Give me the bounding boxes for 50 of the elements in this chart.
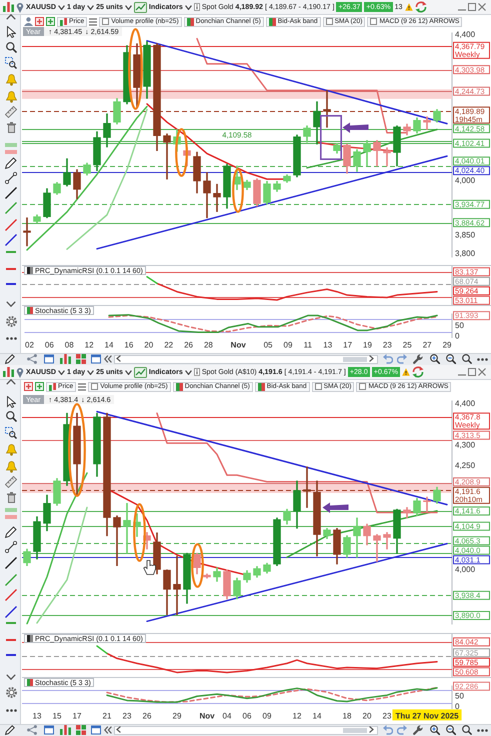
x-tick-label: 26: [184, 340, 194, 350]
x-tick-label: 18: [342, 711, 352, 720]
y-tick-label: 3,850: [455, 230, 476, 240]
x-tick-label: 08: [64, 340, 74, 350]
x-tick-label: 09: [262, 711, 272, 720]
x-tick-label: 29: [172, 711, 182, 720]
x-tick-label: Nov: [230, 340, 246, 350]
x-tick-label: Thu 27 Nov 2025: [395, 711, 460, 720]
x-tick-label: 25: [402, 340, 412, 350]
y-tick-label: 3,800: [455, 248, 476, 258]
x-tick-label: 05: [264, 340, 274, 350]
x-tick-label: 06: [44, 340, 54, 350]
x-tick-label: 12: [84, 340, 94, 350]
y-tick-label: 4,300: [455, 440, 476, 450]
x-tick-label: 13: [323, 340, 333, 350]
x-tick-label: 06: [242, 711, 252, 720]
y-tick-label: 4,000: [455, 176, 476, 185]
y-tick-label: 0: [455, 332, 460, 341]
x-tick-label: 20: [362, 711, 372, 720]
x-tick-label: 14: [104, 340, 114, 350]
x-tick-label: 19: [363, 340, 372, 350]
x-tick-label: 12: [292, 711, 302, 720]
x-tick-label: 15: [52, 711, 62, 720]
x-tick-label: 21: [102, 711, 112, 720]
x-tick-label: 17: [343, 340, 353, 350]
y-tick-label: 4,400: [455, 398, 476, 408]
x-tick-label: 16: [124, 340, 134, 350]
x-tick-label: 13: [32, 711, 42, 720]
x-tick-label: 23: [382, 711, 392, 720]
y-tick-label: 50: [455, 320, 464, 330]
x-tick-label: 20: [144, 340, 154, 350]
x-tick-label: 02: [24, 340, 34, 350]
x-tick-label: 09: [284, 340, 293, 350]
x-tick-label: 28: [204, 340, 214, 350]
x-tick-label: 11: [304, 340, 313, 350]
x-tick-label: 04: [222, 711, 232, 720]
x-tick-label: 17: [72, 711, 82, 720]
x-tick-label: 14: [312, 711, 322, 720]
x-tick-label: 27: [422, 340, 432, 350]
y-tick-label: 50: [455, 691, 464, 700]
x-tick-label: Nov: [199, 711, 216, 720]
x-tick-label: 26: [142, 711, 152, 720]
y-tick-label: 4,000: [455, 565, 476, 574]
y-tick-label: 4,400: [455, 30, 476, 39]
y-tick-label: 0: [455, 702, 460, 711]
x-tick-label: 23: [382, 340, 392, 350]
y-tick-label: 4,250: [455, 461, 476, 470]
x-tick-label: 22: [164, 340, 174, 350]
x-tick-label: 29: [442, 340, 452, 350]
x-tick-label: 23: [122, 711, 132, 720]
